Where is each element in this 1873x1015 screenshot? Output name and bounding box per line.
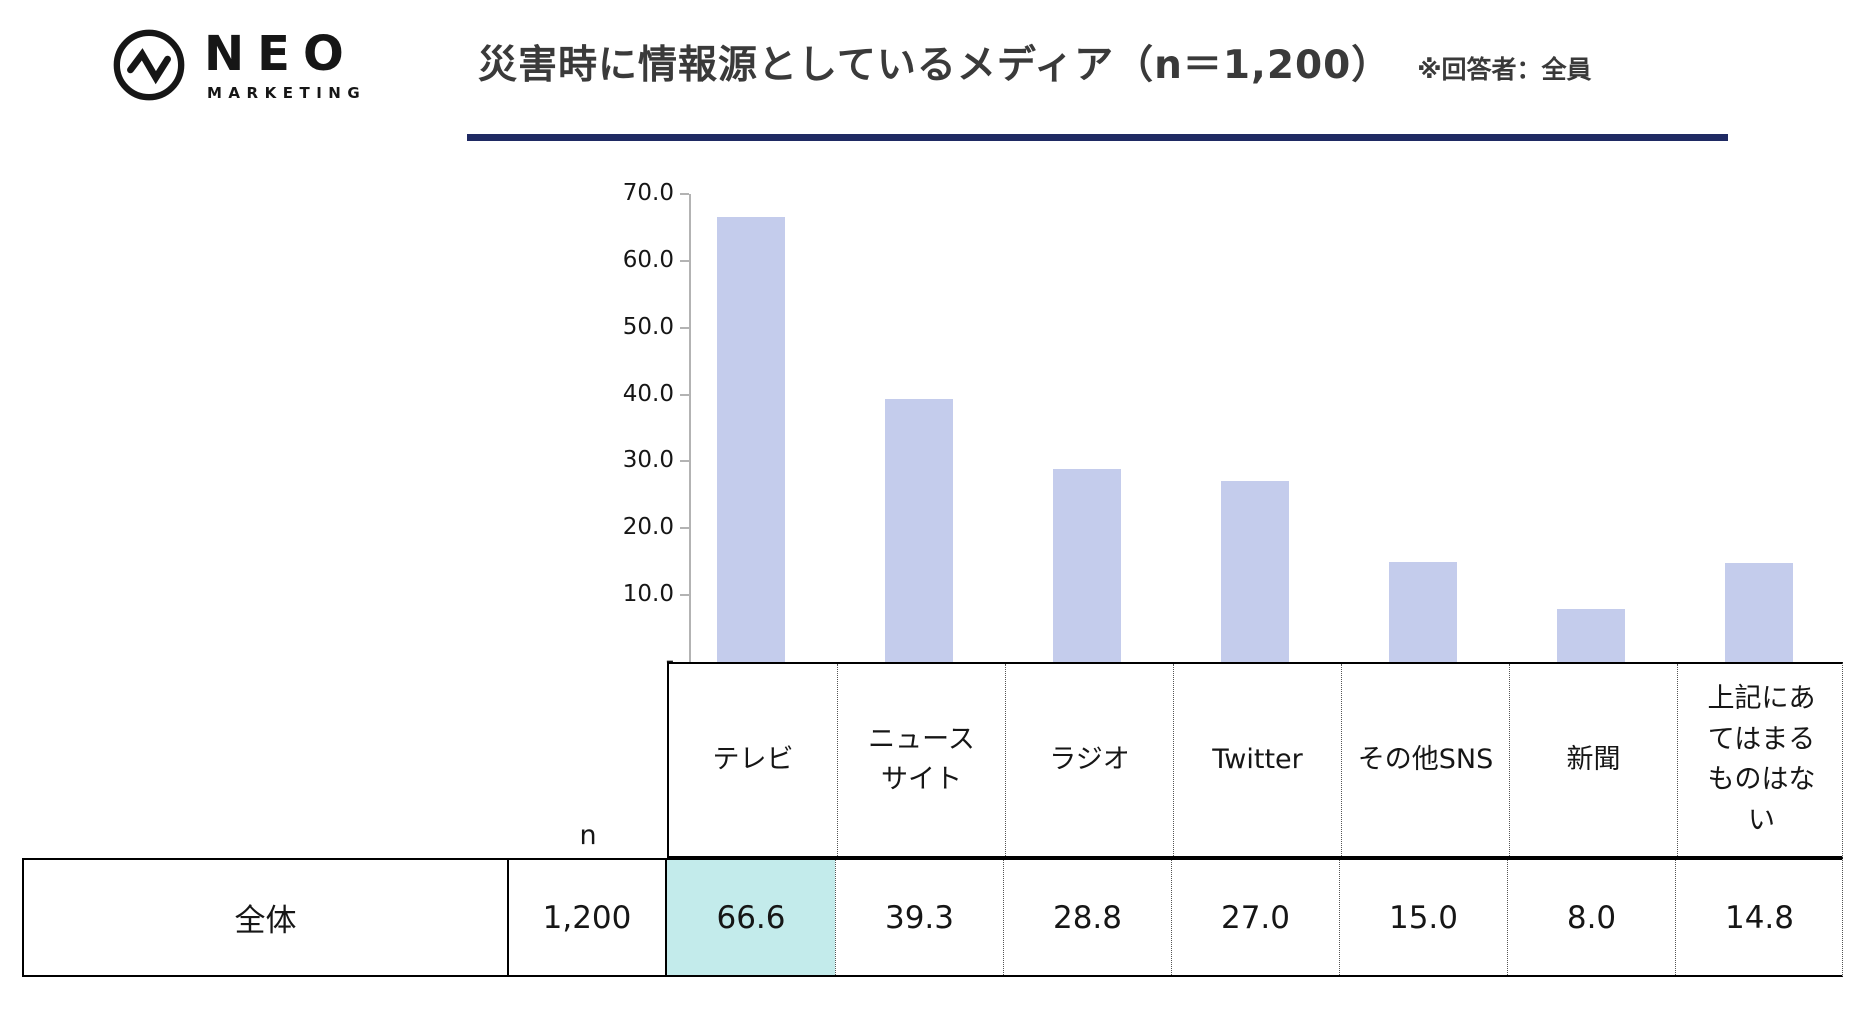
- bar-3: [1221, 481, 1289, 662]
- n-column-label: n: [579, 820, 597, 851]
- value-cell-4: 15.0: [1339, 860, 1507, 975]
- category-header-cell-0: テレビ: [712, 743, 794, 775]
- category-header-cell-2: ラジオ: [1005, 664, 1173, 856]
- data-row-table: 全体 1,200 66.6 39.3 28.8 27.0 15.0 8.0 14.8: [22, 858, 1843, 977]
- bar-2: [1053, 469, 1121, 662]
- y-axis-tick: [680, 259, 689, 262]
- bar-6: [1725, 563, 1793, 662]
- category-header-cell-4: その他SNS: [1341, 664, 1509, 856]
- n-value-cell: 1,200: [509, 860, 667, 975]
- y-axis-tick: [680, 193, 689, 195]
- y-axis-tick-label: 40.0: [622, 380, 674, 407]
- respondent-note: ※回答者：全員: [1417, 55, 1592, 84]
- value-cell-6: 14.8: [1675, 860, 1843, 975]
- bar-4: [1389, 561, 1457, 662]
- y-axis-tick: [680, 460, 689, 463]
- y-axis-tick-label: 10.0: [622, 581, 674, 608]
- y-axis-tick-label: 60.0: [622, 246, 674, 273]
- logo-text: NEO: [204, 26, 357, 82]
- value-cell-3: 27.0: [1171, 860, 1339, 975]
- value-cell-2: 28.8: [1003, 860, 1171, 975]
- bar-1: [885, 399, 953, 662]
- y-axis-tick-label: -: [665, 648, 674, 674]
- y-axis-tick: [680, 527, 689, 530]
- y-axis-tick: [680, 393, 689, 396]
- neo-marketing-logo-icon: [113, 29, 185, 101]
- page-title: 災害時に情報源としているメディア（n＝1,200）: [478, 43, 1392, 88]
- y-axis-tick-label: 70.0: [622, 180, 674, 206]
- y-axis-tick-label: 20.0: [622, 514, 674, 541]
- category-header-cell-3: Twitter: [1173, 664, 1341, 856]
- category-header-cell-1: ニュース サイト: [837, 664, 1005, 856]
- title-row: 災害時に情報源としているメディア（n＝1,200） ※回答者：全員: [478, 34, 1592, 90]
- title-underline: [467, 134, 1728, 141]
- y-axis-tick-label: 50.0: [622, 313, 674, 340]
- bar-0: [717, 216, 785, 662]
- bar-5: [1557, 608, 1625, 662]
- category-header-cell-6: 上記にあ てはまる ものはな い: [1677, 664, 1845, 856]
- y-axis-tick: [680, 326, 689, 329]
- y-axis-tick-label: 30.0: [622, 447, 674, 474]
- value-cell-0: 66.6: [667, 860, 835, 975]
- logo-subtext: MARKETING: [207, 84, 367, 102]
- y-axis-line: [689, 194, 691, 662]
- category-header-table: テレビ ニュース サイト ラジオ Twitter その他SNS 新聞 上記にあ てはまる も…: [667, 662, 1843, 858]
- y-axis-tick: [680, 594, 689, 597]
- value-cell-5: 8.0: [1507, 860, 1675, 975]
- row-label-cell: 全体: [24, 860, 509, 975]
- category-header-cell-5: 新聞: [1509, 664, 1677, 856]
- value-cell-1: 39.3: [835, 860, 1003, 975]
